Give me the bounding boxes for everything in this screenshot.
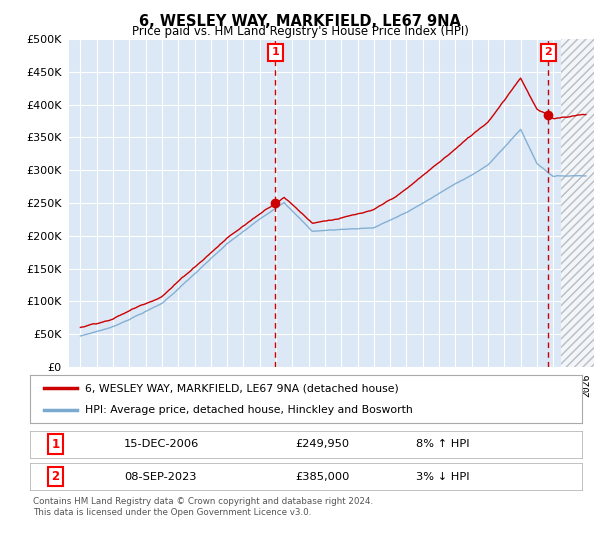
Text: 15-DEC-2006: 15-DEC-2006: [124, 439, 199, 449]
Text: £249,950: £249,950: [295, 439, 349, 449]
Text: 1: 1: [272, 47, 279, 57]
Text: 08-SEP-2023: 08-SEP-2023: [124, 472, 196, 482]
Bar: [562, 39, 600, 367]
Text: 2: 2: [544, 47, 552, 57]
Text: 1: 1: [52, 437, 59, 451]
Text: £385,000: £385,000: [295, 472, 349, 482]
Text: HPI: Average price, detached house, Hinckley and Bosworth: HPI: Average price, detached house, Hinc…: [85, 405, 413, 415]
Bar: [562, 39, 600, 367]
Text: 2: 2: [52, 470, 59, 483]
Text: Contains HM Land Registry data © Crown copyright and database right 2024.
This d: Contains HM Land Registry data © Crown c…: [33, 497, 373, 517]
Text: 6, WESLEY WAY, MARKFIELD, LE67 9NA: 6, WESLEY WAY, MARKFIELD, LE67 9NA: [139, 14, 461, 29]
Text: 3% ↓ HPI: 3% ↓ HPI: [416, 472, 470, 482]
Text: Price paid vs. HM Land Registry's House Price Index (HPI): Price paid vs. HM Land Registry's House …: [131, 25, 469, 38]
Text: 8% ↑ HPI: 8% ↑ HPI: [416, 439, 470, 449]
Text: 6, WESLEY WAY, MARKFIELD, LE67 9NA (detached house): 6, WESLEY WAY, MARKFIELD, LE67 9NA (deta…: [85, 383, 399, 393]
